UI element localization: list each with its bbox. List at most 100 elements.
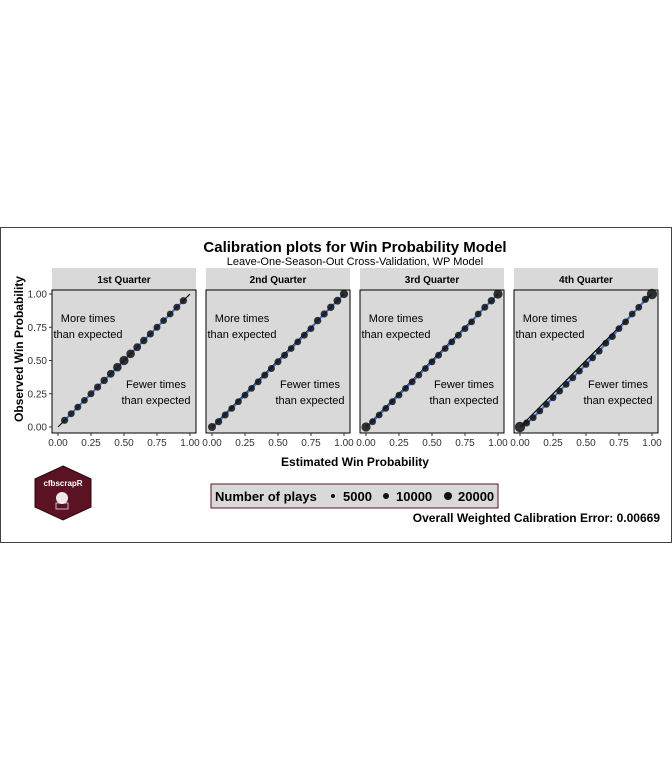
annotation-more: than expected (207, 329, 276, 341)
data-point (595, 347, 603, 355)
data-point (549, 394, 557, 402)
legend-title: Number of plays (215, 489, 317, 504)
data-point (422, 365, 429, 372)
data-point (529, 414, 537, 422)
annotation-more: More times (61, 313, 116, 325)
data-point (556, 387, 563, 395)
data-point (301, 331, 308, 339)
data-point (615, 325, 623, 332)
data-point (106, 369, 115, 378)
data-point (294, 338, 302, 346)
x-tick-label: 0.00 (48, 438, 68, 449)
data-point (126, 349, 135, 359)
data-point (448, 338, 456, 346)
annotation-more: than expected (361, 329, 430, 341)
annotation-fewer: than expected (275, 395, 344, 407)
data-point (569, 374, 577, 382)
data-point (254, 378, 262, 386)
facet-panel-4: 4th Quarter More times than expected Fewer … (510, 268, 662, 449)
data-point (67, 410, 75, 418)
data-point (267, 365, 275, 372)
data-point (146, 330, 154, 338)
data-point (641, 295, 650, 303)
x-tick-label: 0.00 (356, 438, 376, 449)
data-point (622, 318, 629, 326)
facet-panels: 1st Quarter More times than expected Fewer … (28, 268, 662, 449)
facet-strip-label: 1st Quarter (97, 275, 150, 286)
x-tick-label: 0.75 (455, 438, 475, 449)
data-point (523, 419, 531, 427)
x-tick-label: 0.75 (609, 438, 629, 449)
data-point (133, 343, 142, 352)
facet-strip (52, 268, 196, 290)
data-point (94, 383, 102, 391)
data-point (307, 325, 315, 332)
legend: Number of plays 5000 10000 20000 (210, 483, 499, 509)
annotation-more: than expected (515, 329, 584, 341)
data-point (435, 351, 442, 359)
x-tick-label: 0.25 (81, 438, 101, 449)
data-point (241, 391, 249, 399)
y-tick-label: 1.00 (28, 290, 48, 301)
data-point (140, 336, 148, 345)
y-tick-label: 0.50 (28, 356, 48, 367)
x-tick-label: 0.50 (114, 438, 134, 449)
x-tick-label: 0.00 (202, 438, 222, 449)
data-point (428, 358, 436, 366)
facet-strip-label: 2nd Quarter (250, 275, 307, 286)
data-point (208, 423, 216, 431)
data-point (228, 405, 236, 412)
data-point (562, 381, 570, 388)
legend-item-10000: 10000 (396, 489, 432, 504)
x-tick-label: 0.75 (147, 438, 167, 449)
data-point (320, 310, 328, 318)
data-point (382, 405, 390, 412)
data-point (369, 418, 376, 426)
data-point (287, 345, 295, 352)
x-tick-label: 0.50 (576, 438, 596, 449)
data-point (235, 398, 242, 406)
data-point (543, 401, 550, 408)
logo-ball-icon (56, 492, 68, 504)
calibration-chart: Calibration plots for Win Probability Mo… (0, 227, 672, 543)
data-point (113, 362, 122, 372)
data-point (582, 361, 590, 368)
legend-item-5000: 5000 (343, 489, 372, 504)
data-point (119, 355, 129, 366)
calibration-figure: Calibration plots for Win Probability Mo… (0, 227, 672, 543)
annotation-fewer: Fewer times (588, 379, 648, 391)
x-tick-label: 1.00 (488, 438, 508, 449)
facet-strip (514, 268, 658, 290)
y-tick-label: 0.00 (28, 423, 48, 434)
data-point (635, 303, 643, 311)
data-point (461, 325, 469, 332)
x-tick-label: 0.25 (235, 438, 255, 449)
legend-item-20000: 20000 (458, 489, 494, 504)
legend-swatch-10000 (383, 493, 389, 499)
facet-panel-3: 3rd Quarter More times than expected Fewer … (356, 268, 508, 449)
data-point (179, 297, 187, 305)
annotation-fewer: than expected (429, 395, 498, 407)
data-point (215, 418, 223, 426)
x-tick-label: 0.75 (301, 438, 321, 449)
data-point (415, 371, 423, 379)
data-point (493, 289, 503, 299)
data-point (514, 421, 526, 433)
data-point (81, 397, 88, 404)
data-point (441, 345, 449, 352)
annotation-fewer: Fewer times (434, 379, 494, 391)
data-point (274, 358, 282, 366)
data-point (395, 391, 403, 399)
chart-title: Calibration plots for Win Probability Mo… (203, 239, 506, 256)
data-point (474, 310, 482, 318)
data-point (261, 371, 269, 379)
y-tick-label: 0.75 (28, 323, 48, 334)
y-axis-label: Observed Win Probability (12, 276, 26, 422)
x-tick-label: 1.00 (180, 438, 200, 449)
cfbscrapr-logo: cfbscrapR (34, 465, 92, 521)
annotation-more: than expected (53, 329, 122, 341)
logo-goalpost-icon (55, 502, 69, 510)
data-point (468, 318, 475, 326)
facet-panel-2: 2nd Quarter More times than expected Fewer … (202, 268, 354, 449)
data-point (602, 339, 610, 347)
